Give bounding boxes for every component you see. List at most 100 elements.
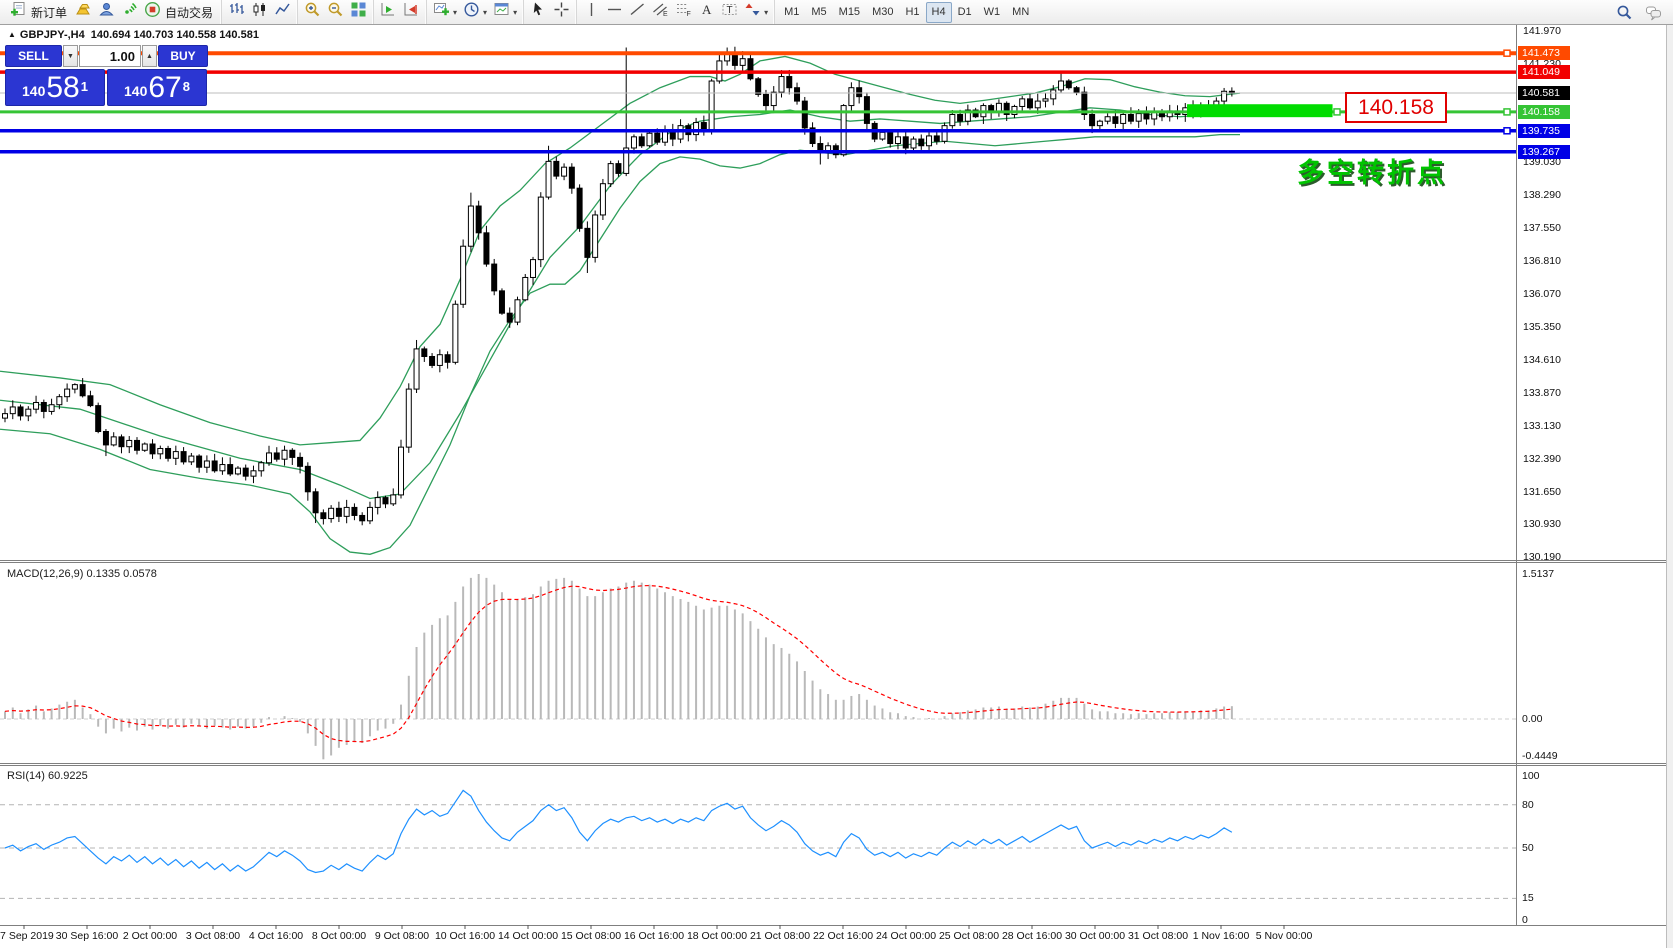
tf-w1-button[interactable]: W1 (978, 2, 1007, 23)
candle-down (312, 491, 319, 514)
candle-down (40, 401, 47, 412)
candle-down (1073, 87, 1080, 93)
tf-mn-button-label: MN (1012, 6, 1030, 18)
fibonacci-button[interactable]: F (672, 2, 695, 23)
tf-h1-button[interactable]: H1 (899, 2, 925, 23)
zoom-in-icon (304, 1, 321, 23)
panel-separator[interactable] (0, 562, 1666, 563)
line-chart-button[interactable] (271, 2, 294, 23)
annotation-anchor-marker (1333, 108, 1341, 116)
buy-button[interactable]: BUY (158, 45, 208, 67)
channel-button[interactable]: E (649, 2, 672, 23)
tf-h4-button[interactable]: H4 (925, 1, 952, 23)
candle-down (887, 131, 894, 145)
cursor-button[interactable] (527, 2, 550, 23)
buy-price-sup: 8 (182, 79, 190, 94)
time-label: 25 Oct 08:00 (938, 930, 1000, 942)
cursor-icon (530, 1, 547, 23)
tf-d1-button[interactable]: D1 (952, 2, 978, 23)
candle-up (910, 138, 917, 149)
sell-button[interactable]: SELL (5, 45, 62, 67)
candle-down (1143, 113, 1150, 120)
candle-up (949, 113, 956, 127)
panel-separator[interactable] (0, 765, 1666, 766)
volume-decrease-button[interactable]: ▼ (63, 45, 78, 67)
buy-price-quote[interactable]: 140 67 8 (107, 69, 207, 106)
candle-down (638, 136, 645, 147)
bar-chart-button[interactable] (225, 2, 248, 23)
label-button[interactable]: T (718, 2, 741, 23)
trendline-button[interactable] (626, 2, 649, 23)
tf-m1-button[interactable]: M1 (778, 2, 805, 23)
turning-point-annotation[interactable]: 多空转折点 (1297, 158, 1447, 188)
panel-separator[interactable] (0, 560, 1666, 561)
template-icon (493, 1, 510, 23)
sell-price-quote[interactable]: 140 58 1 (5, 69, 105, 106)
macd-axis-label: 0.00 (1522, 713, 1543, 725)
candle-down (902, 136, 909, 149)
text-button[interactable]: A (695, 2, 718, 23)
volume-increase-button[interactable]: ▲ (142, 45, 157, 67)
tf-d1-button-label: D1 (957, 6, 972, 18)
candle-down (289, 449, 296, 458)
candle-down (421, 348, 428, 357)
candle-down (747, 58, 754, 80)
candle-down (568, 166, 575, 189)
tf-m30-button[interactable]: M30 (866, 2, 899, 23)
hline-button[interactable] (603, 2, 626, 23)
zoom-out-button[interactable] (324, 2, 347, 23)
time-label: 8 Oct 00:00 (311, 930, 367, 942)
candle-down (102, 431, 109, 446)
tf-m5-button[interactable]: M5 (805, 2, 832, 23)
time-label: 3 Oct 08:00 (185, 930, 241, 942)
candle-up (71, 384, 78, 390)
candle-up (33, 401, 40, 410)
candle-up (894, 136, 901, 145)
time-label: 22 Oct 16:00 (812, 930, 874, 942)
community-button[interactable] (95, 2, 118, 23)
chat-button[interactable] (1642, 2, 1665, 23)
crosshair-button[interactable] (550, 2, 573, 23)
tf-m15-button[interactable]: M15 (833, 2, 866, 23)
candle-up (1120, 113, 1127, 124)
time-label: 18 Oct 00:00 (686, 930, 748, 942)
vline-button[interactable] (580, 2, 603, 23)
periods-button[interactable]: ▾ (460, 2, 490, 23)
tile-windows-button[interactable] (347, 2, 370, 23)
zoom-in-button[interactable] (301, 2, 324, 23)
symbol-ohlc: 140.694 140.703 140.558 140.581 (90, 29, 259, 41)
arrows-button[interactable]: ▾ (741, 2, 771, 23)
candle-down (444, 354, 451, 363)
candle-up (467, 205, 474, 247)
autotrading-button[interactable]: 自动交易 (141, 1, 218, 23)
candle-up (172, 451, 179, 459)
candle-up (390, 494, 397, 505)
gold-button[interactable] (72, 2, 95, 23)
auto-scroll-button[interactable] (377, 2, 400, 23)
panel-separator[interactable] (0, 763, 1666, 764)
candle-up (413, 348, 420, 390)
chart-shift-button[interactable] (400, 2, 423, 23)
indicators-button[interactable]: ▾ (430, 2, 460, 23)
new-order-button[interactable]: 新订单 (7, 2, 72, 23)
candle-up (452, 303, 459, 363)
line-anchor-marker (1503, 49, 1511, 57)
signals-button[interactable] (118, 2, 141, 23)
time-label: 4 Oct 16:00 (248, 930, 304, 942)
candle-up (1034, 100, 1041, 109)
candle-down (242, 467, 249, 477)
templates-button[interactable]: ▾ (490, 2, 520, 23)
clock-icon (463, 1, 480, 23)
crosshair-icon (553, 1, 570, 23)
time-label: 31 Oct 08:00 (1127, 930, 1189, 942)
candle-down (553, 160, 560, 177)
price-annotation-box[interactable]: 140.158 (1345, 92, 1447, 123)
candlestick-button[interactable] (248, 2, 271, 23)
autotrading-button-label: 自动交易 (165, 5, 214, 20)
candle-down (731, 53, 738, 66)
search-button[interactable] (1613, 2, 1636, 23)
chevron-down-icon: ▾ (453, 7, 458, 17)
tf-mn-button[interactable]: MN (1006, 2, 1035, 23)
volume-input[interactable] (79, 45, 141, 67)
